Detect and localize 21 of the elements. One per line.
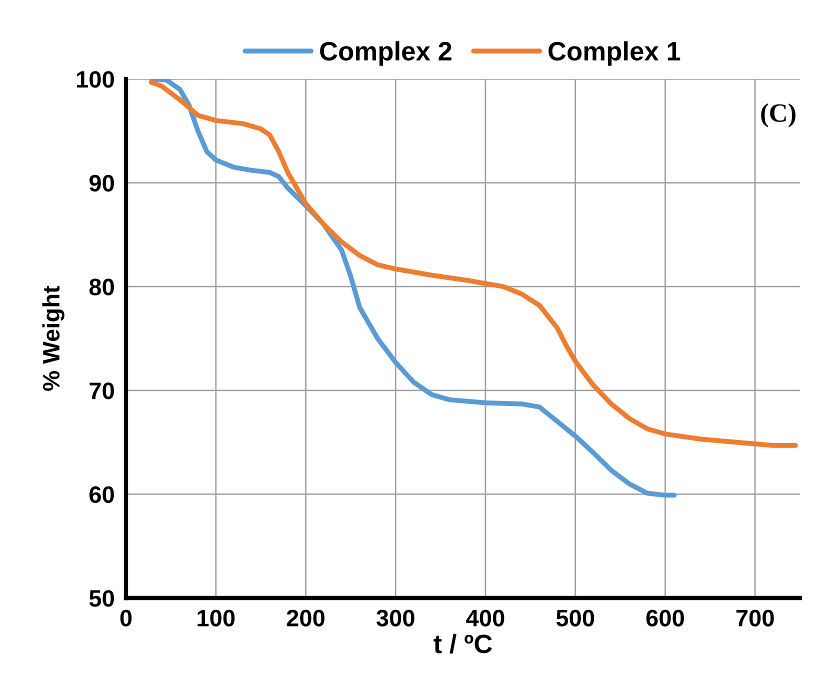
legend-label: Complex 1: [548, 41, 680, 66]
line-series: [148, 80, 798, 448]
annotation: (C): [761, 103, 796, 128]
x-tick-label: 400: [466, 610, 504, 626]
y-tick-label: 100: [76, 71, 114, 88]
legend-label: Complex 2: [320, 41, 452, 66]
x-tick-label: 300: [376, 610, 414, 626]
y-tick-label: 60: [89, 486, 114, 503]
y-tick-label: 50: [89, 590, 114, 607]
x-tick-label: 100: [198, 610, 235, 626]
y-tick-label: 80: [89, 278, 114, 296]
x-axis-title: t / ºC: [434, 634, 492, 654]
y-tick-label: 90: [89, 174, 114, 192]
y-tick-label: 70: [90, 382, 114, 400]
x-tick-label: 200: [286, 610, 324, 626]
line-series: [150, 79, 677, 498]
x-tick-label: 600: [646, 610, 684, 626]
y-axis-title: % Weight: [42, 286, 64, 391]
x-tick-label: 700: [736, 610, 774, 626]
x-tick-label: 0: [120, 610, 132, 626]
x-tick-label: 500: [556, 610, 594, 626]
